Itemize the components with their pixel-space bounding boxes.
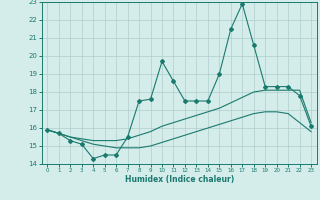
X-axis label: Humidex (Indice chaleur): Humidex (Indice chaleur) [124, 175, 234, 184]
